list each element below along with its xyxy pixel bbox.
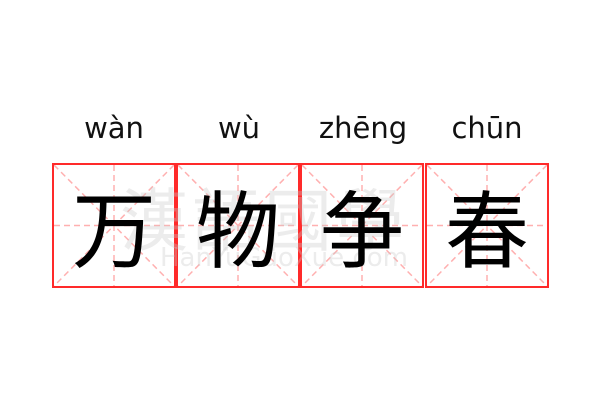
grid-cell: 春 xyxy=(425,163,549,288)
guide-lines xyxy=(54,165,174,286)
grid-cell: 物 xyxy=(176,163,300,288)
guide-lines xyxy=(427,165,547,286)
grid-cell: 万 xyxy=(52,163,176,288)
character: 争 xyxy=(319,183,404,281)
character: 万 xyxy=(71,183,156,281)
guide-lines xyxy=(178,165,298,286)
character: 物 xyxy=(195,183,280,281)
character: 春 xyxy=(444,183,529,281)
pinyin-0: wàn xyxy=(84,111,144,145)
watermark-latin: HanYuGuoXue.com xyxy=(160,243,408,273)
character-grid: 万 物 争 春 xyxy=(52,163,549,288)
grid-cell: 争 xyxy=(300,163,424,288)
watermark-chinese: 漢語國學 xyxy=(120,183,409,262)
guide-lines xyxy=(302,165,422,286)
pinyin-3: chūn xyxy=(451,111,523,145)
pinyin-2: zhēng xyxy=(318,111,408,145)
pinyin-1: wù xyxy=(217,111,261,145)
